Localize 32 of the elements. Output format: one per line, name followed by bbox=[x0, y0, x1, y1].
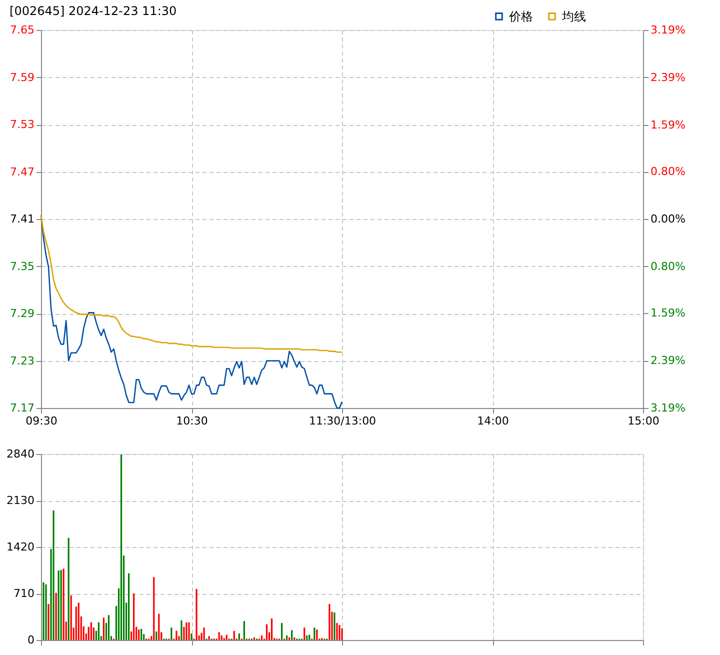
y-tick-label: 2130 bbox=[6, 494, 34, 507]
y2-tick-label: 2.39% bbox=[650, 70, 686, 84]
y2-tick-label: 3.19% bbox=[650, 402, 686, 414]
y2-tick-label: 0.00% bbox=[650, 212, 686, 226]
y-tick-label: 7.53 bbox=[10, 118, 34, 131]
y-tick-label: 0 bbox=[28, 634, 34, 646]
y2-tick-label: 1.59% bbox=[650, 118, 686, 132]
y-tick-label: 7.65 bbox=[10, 24, 34, 36]
x-tick-label: 11:30/13:00 bbox=[308, 414, 376, 428]
y2-tick-label: 2.39% bbox=[650, 354, 686, 368]
legend-label: 均线 bbox=[561, 9, 586, 24]
y-tick-label: 7.47 bbox=[10, 165, 34, 178]
x-tick-label: 10:30 bbox=[176, 414, 208, 428]
y-tick-label: 2840 bbox=[6, 448, 34, 460]
y-tick-label: 710 bbox=[14, 587, 34, 600]
y-tick-label: 7.17 bbox=[10, 402, 34, 414]
y2-tick-label: 0.80% bbox=[650, 260, 686, 273]
y-tick-label: 7.23 bbox=[10, 354, 34, 368]
chart-title: [002645] 2024-12-23 11:30 bbox=[10, 4, 177, 18]
y-tick-label: 7.59 bbox=[10, 70, 34, 84]
y-tick-label: 7.29 bbox=[10, 307, 34, 320]
y2-tick-label: 3.19% bbox=[650, 24, 686, 36]
line-series bbox=[40, 214, 343, 353]
y2-tick-label: 1.59% bbox=[650, 306, 686, 320]
y-tick-label: 7.41 bbox=[10, 212, 34, 226]
y2-tick-label: 0.80% bbox=[650, 165, 686, 178]
legend-label: 价格 bbox=[508, 9, 533, 24]
y-tick-label: 7.35 bbox=[10, 260, 34, 273]
x-tick-label: 15:00 bbox=[628, 414, 660, 428]
x-tick-label: 09:30 bbox=[26, 414, 58, 428]
y-tick-label: 1420 bbox=[6, 540, 34, 554]
x-tick-label: 14:00 bbox=[477, 414, 509, 428]
